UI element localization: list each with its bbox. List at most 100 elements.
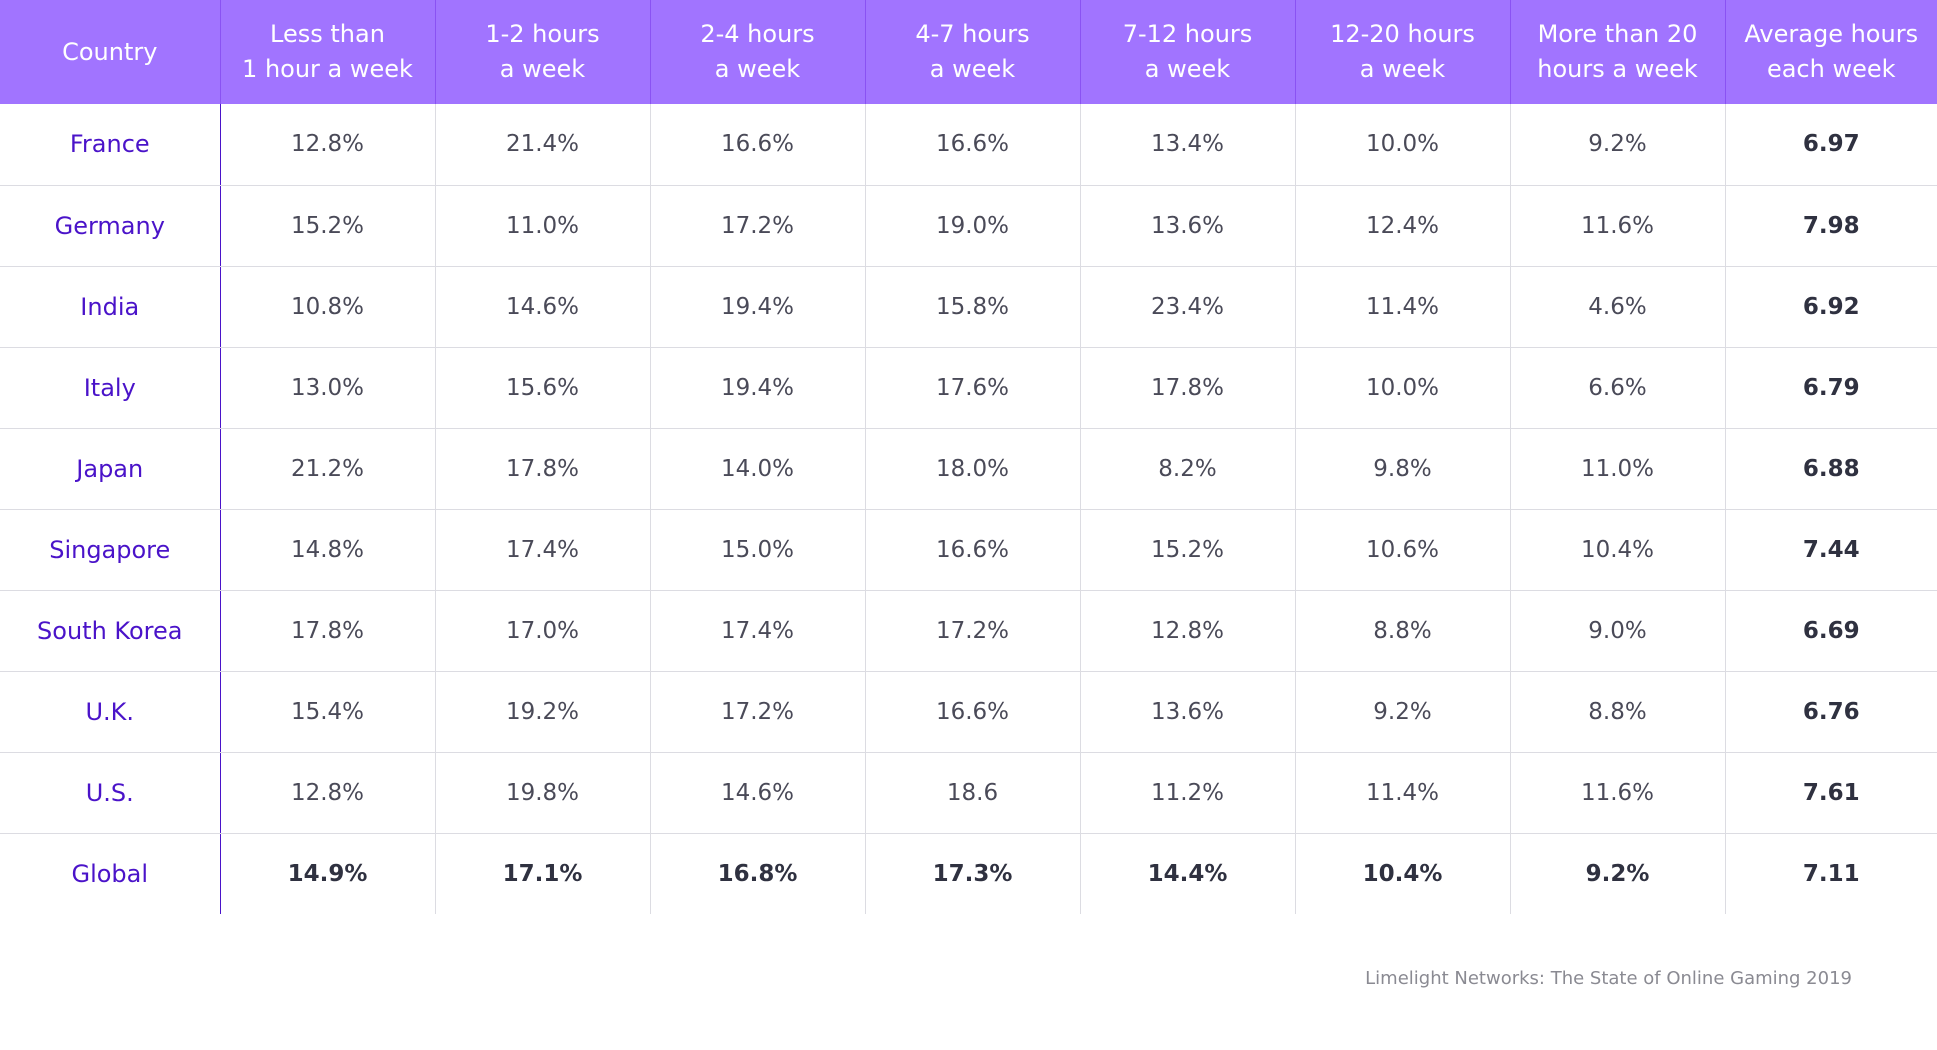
average-hours-cell: 6.79 [1724,347,1937,429]
header-row: Country Less than 1 hour a week 1-2 hours a … [0,0,1937,104]
value-cell: 11.2% [1079,752,1295,834]
value-cell: 11.0% [1509,428,1725,510]
column-header-12-20-hours-a-week: 12-20 hours a week [1294,0,1510,104]
average-hours-cell: 6.97 [1724,104,1937,186]
value-cell: 16.6% [649,104,865,186]
column-header-line: 1 hour a week [242,55,413,83]
value-cell: 15.4% [220,671,435,753]
value-cell: 17.3% [864,833,1080,914]
country-cell: Global [0,833,221,914]
value-cell: 12.8% [220,104,435,186]
gaming-hours-table: Country Less than 1 hour a week 1-2 hours a … [0,0,1937,914]
value-cell: 14.4% [1079,833,1295,914]
value-cell: 17.2% [649,671,865,753]
average-hours-cell: 7.44 [1724,509,1937,591]
value-cell: 14.0% [649,428,865,510]
value-cell: 13.4% [1079,104,1295,186]
table-row-italy: Italy 13.0% 15.6% 19.4% 17.6% 17.8% 10.0% 6.6% 6… [0,347,1937,429]
value-cell: 11.0% [434,185,650,267]
table-row-france: France 12.8% 21.4% 16.6% 16.6% 13.4% 10.0% 9.2%… [0,104,1937,186]
value-cell: 16.8% [649,833,865,914]
column-header-1-2-hours-a-week: 1-2 hours a week [434,0,650,104]
value-cell: 14.6% [649,752,865,834]
column-header-average-hours-each-week: Average hours each week [1724,0,1937,104]
value-cell: 16.6% [864,509,1080,591]
value-cell: 6.6% [1509,347,1725,429]
value-cell: 17.4% [649,590,865,672]
value-cell: 10.0% [1294,347,1510,429]
table-row-germany: Germany 15.2% 11.0% 17.2% 19.0% 13.6% 12.4% 11.… [0,185,1937,267]
table-row-japan: Japan 21.2% 17.8% 14.0% 18.0% 8.2% 9.8% 11.0% 6.… [0,428,1937,510]
value-cell: 15.6% [434,347,650,429]
column-header-4-7-hours-a-week: 4-7 hours a week [864,0,1080,104]
value-cell: 10.0% [1294,104,1510,186]
value-cell: 9.2% [1509,833,1725,914]
value-cell: 8.8% [1509,671,1725,753]
value-cell: 19.4% [649,347,865,429]
source-caption: Limelight Networks: The State of Online … [1365,968,1852,989]
table-body: France 12.8% 21.4% 16.6% 16.6% 13.4% 10.0% 9.2%… [0,104,1937,914]
column-header-line: 1-2 hours [485,20,600,48]
value-cell: 17.6% [864,347,1080,429]
value-cell: 11.6% [1509,185,1725,267]
value-cell: 15.0% [649,509,865,591]
value-cell: 15.2% [220,185,435,267]
value-cell: 13.6% [1079,671,1295,753]
value-cell: 17.8% [1079,347,1295,429]
column-header-line: a week [1359,55,1446,83]
country-cell: Germany [0,185,221,267]
average-hours-cell: 6.88 [1724,428,1937,510]
table-row-global: Global 14.9% 17.1% 16.8% 17.3% 14.4% 10.4% 9.2%… [0,833,1937,914]
column-header-line: Average hours [1744,20,1919,48]
column-header-less-than-1-hour-a-week: Less than 1 hour a week [219,0,435,104]
column-header-more-than-20-hours-a-week: More than 20 hours a week [1509,0,1725,104]
value-cell: 13.6% [1079,185,1295,267]
value-cell: 21.4% [434,104,650,186]
value-cell: 12.4% [1294,185,1510,267]
country-cell: South Korea [0,590,221,672]
value-cell: 10.4% [1294,833,1510,914]
value-cell: 17.0% [434,590,650,672]
value-cell: 11.6% [1509,752,1725,834]
column-header-line: a week [499,55,586,83]
column-header-line: 4-7 hours [915,20,1030,48]
column-header-line: Less than [270,20,385,48]
table-row-singapore: Singapore 14.8% 17.4% 15.0% 16.6% 15.2% 10.6% 1… [0,509,1937,591]
column-header-line: 2-4 hours [700,20,815,48]
value-cell: 16.6% [864,671,1080,753]
value-cell: 15.2% [1079,509,1295,591]
value-cell: 9.2% [1294,671,1510,753]
value-cell: 8.8% [1294,590,1510,672]
table-row-south-korea: South Korea 17.8% 17.0% 17.4% 17.2% 12.8% 8.8%… [0,590,1937,672]
value-cell: 17.4% [434,509,650,591]
value-cell: 11.4% [1294,752,1510,834]
column-header-7-12-hours-a-week: 7-12 hours a week [1079,0,1295,104]
country-cell: India [0,266,221,348]
value-cell: 12.8% [220,752,435,834]
average-hours-cell: 6.76 [1724,671,1937,753]
column-header-2-4-hours-a-week: 2-4 hours a week [649,0,865,104]
value-cell: 18.6 [864,752,1080,834]
value-cell: 19.0% [864,185,1080,267]
value-cell: 23.4% [1079,266,1295,348]
country-cell: Japan [0,428,221,510]
value-cell: 15.8% [864,266,1080,348]
value-cell: 9.2% [1509,104,1725,186]
column-header-line: hours a week [1537,55,1698,83]
country-cell: Italy [0,347,221,429]
average-hours-cell: 6.92 [1724,266,1937,348]
value-cell: 18.0% [864,428,1080,510]
column-header-country: Country [0,0,220,104]
average-hours-cell: 7.61 [1724,752,1937,834]
value-cell: 10.4% [1509,509,1725,591]
column-header-line: Country [62,37,158,66]
value-cell: 4.6% [1509,266,1725,348]
value-cell: 17.2% [864,590,1080,672]
table-row-u-k: U.K. 15.4% 19.2% 17.2% 16.6% 13.6% 9.2% 8.8% 6.7… [0,671,1937,753]
average-hours-cell: 7.98 [1724,185,1937,267]
value-cell: 19.2% [434,671,650,753]
column-header-line: 12-20 hours [1330,20,1475,48]
value-cell: 17.2% [649,185,865,267]
column-header-line: More than 20 [1537,20,1698,48]
table-row-u-s: U.S. 12.8% 19.8% 14.6% 18.6 11.2% 11.4% 11.6% 7.… [0,752,1937,834]
